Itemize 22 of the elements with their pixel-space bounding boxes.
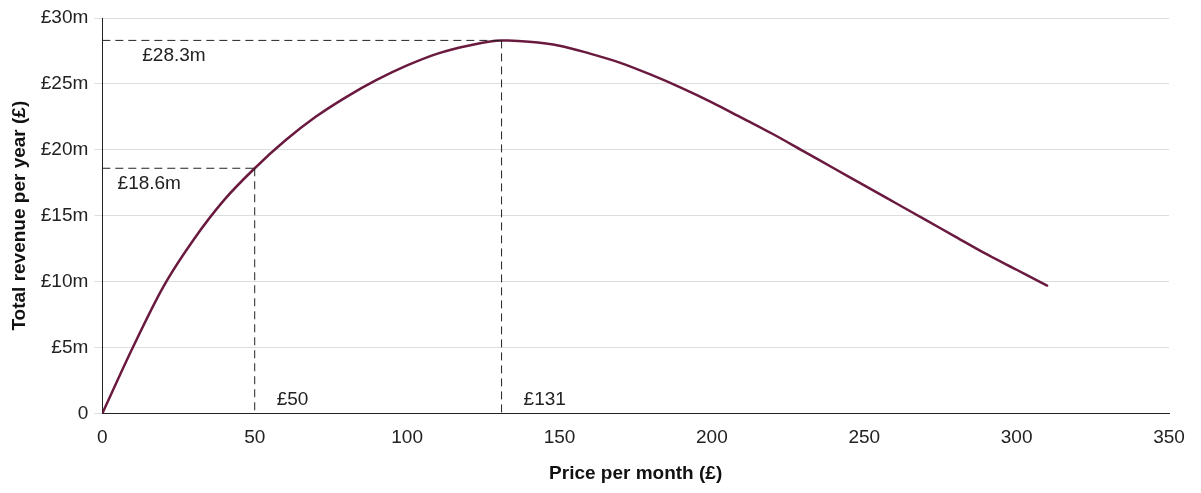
y-tick-label: £5m [51,335,89,357]
y-tick-label: £25m [40,72,89,94]
y-tick-label: £20m [40,138,89,160]
x-tick-label: 50 [244,426,266,448]
x-tick-label: 250 [848,426,881,448]
x-tick-label: 100 [391,426,423,448]
x-tick-label: 200 [696,426,728,448]
x-tick-label: 150 [543,426,576,448]
y-tick-label: £15m [40,203,89,225]
x-tick-label: 350 [1153,426,1185,448]
x-axis-title: Price per month (£) [549,461,723,483]
line-series [102,39,1049,414]
ref-line-label: £131 [523,388,566,410]
y-tick-label: 0 [77,401,89,423]
ref-line-label: £18.6m [117,171,181,193]
ref-line-label: £28.3m [142,44,206,66]
x-tick-label: 0 [97,426,108,448]
y-tick-label: £30m [40,6,89,28]
y-tick-label: £10m [40,269,89,291]
y-axis-title: Total revenue per year (£) [7,100,29,331]
ref-line-label: £50 [276,388,309,410]
x-tick-label: 300 [1000,426,1033,448]
